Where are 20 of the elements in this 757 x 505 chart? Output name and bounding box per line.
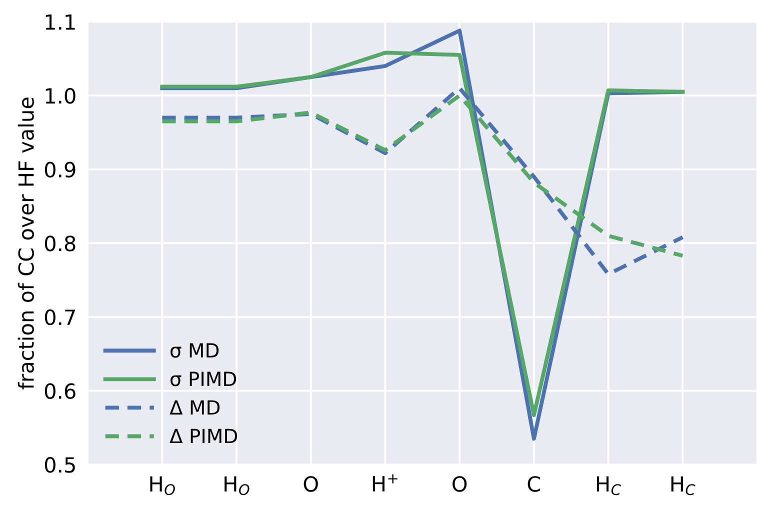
y-tick-label: 0.6 xyxy=(44,383,76,399)
x-tick-label: H$_{C}$ xyxy=(597,476,621,496)
legend-label: σ PIMD xyxy=(170,372,236,386)
y-tick-label: 1.0 xyxy=(46,88,76,104)
x-tick-label: H$_{C}$ xyxy=(671,476,696,496)
legend-label: Δ MD xyxy=(170,400,220,415)
x-tick-label: O xyxy=(452,476,467,492)
legend-label: Δ PIMD xyxy=(170,428,238,444)
y-tick-label: 0.9 xyxy=(44,162,76,178)
legend-label: σ MD xyxy=(170,343,219,358)
y-tick-label: 1.1 xyxy=(46,14,75,30)
x-tick-label: O xyxy=(304,476,318,492)
y-tick-label: 0.5 xyxy=(44,457,75,473)
y-axis-title: fraction of CC over HF value xyxy=(18,98,34,390)
x-tick-label: H$_{O}$ xyxy=(150,476,175,496)
y-tick-label: 0.8 xyxy=(44,236,76,252)
x-tick-label: C xyxy=(528,476,540,492)
y-tick-label: 0.7 xyxy=(44,309,75,326)
x-tick-label: H$^{+}$ xyxy=(372,474,398,492)
x-tick-label: H$_{O}$ xyxy=(224,476,250,496)
